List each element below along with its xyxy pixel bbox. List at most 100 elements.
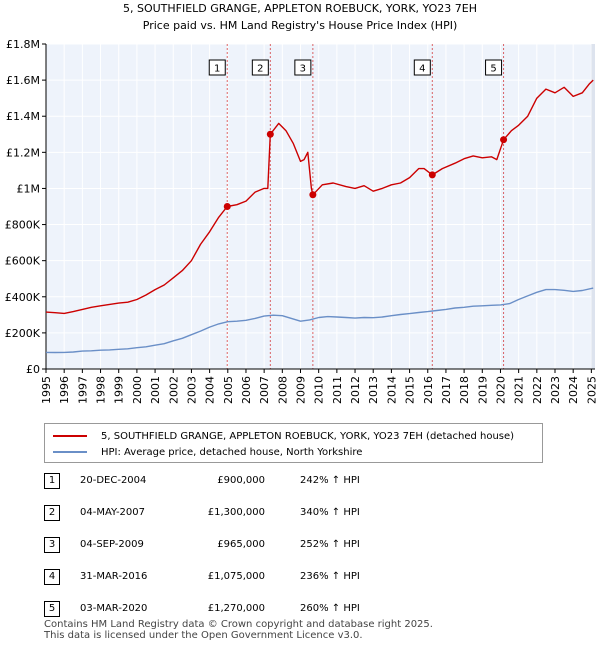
x-tick-label: 1996: [58, 376, 71, 404]
legend-label-hpi: HPI: Average price, detached house, Nort…: [101, 446, 363, 458]
x-tick-label: 1999: [113, 376, 126, 404]
legend: 5, SOUTHFIELD GRANGE, APPLETON ROEBUCK, …: [44, 423, 543, 463]
sale-point: [309, 191, 317, 199]
footer-copyright: Contains HM Land Registry data © Crown c…: [44, 619, 433, 630]
x-tick-label: 2013: [367, 376, 380, 404]
y-tick-label: £200K: [5, 327, 41, 340]
chart-subtitle: Price paid vs. HM Land Registry's House …: [143, 19, 458, 32]
x-tick-label: 2011: [331, 376, 344, 404]
axes: £0 £200K £400K £600K £800K £1M £1.2M £1.4M £1.6M…: [5, 38, 599, 404]
x-tick-label: 2001: [149, 376, 162, 404]
sale-hpi: 340% ↑ HPI: [300, 507, 360, 518]
legend-item-property: 5, SOUTHFIELD GRANGE, APPLETON ROEBUCK, …: [53, 429, 514, 443]
sale-hpi: 260% ↑ HPI: [300, 603, 360, 614]
sale-point: [266, 130, 274, 138]
sale-label-box: [485, 59, 503, 76]
x-tick-label: 2009: [295, 376, 308, 404]
sale-hpi: 252% ↑ HPI: [300, 539, 360, 550]
sale-date: 04-MAY-2007: [80, 507, 146, 518]
sale-label: 3: [300, 64, 306, 75]
x-tick-label: 2000: [131, 376, 144, 404]
x-tick-label: 2022: [531, 376, 544, 404]
y-tick-label: £0: [26, 363, 40, 376]
sale-number-badge: 5: [44, 601, 60, 617]
table-row: 1 20-DEC-2004 £900,000 242% ↑ HPI: [0, 473, 600, 493]
sale-number-badge: 2: [44, 505, 60, 521]
x-tick-label: 2021: [513, 376, 526, 404]
sale-label-box: [294, 59, 312, 76]
sale-date: 03-MAR-2020: [80, 603, 148, 614]
y-tick-label: £1.8M: [6, 38, 40, 51]
y-tick-label: £1.4M: [6, 110, 40, 123]
x-tick-label: 2004: [204, 376, 217, 404]
legend-swatch-property: [53, 435, 87, 437]
y-tick-label: £1.6M: [6, 74, 40, 87]
sale-label-box: [208, 59, 226, 76]
x-tick-label: 2005: [222, 376, 235, 404]
y-tick-label: £1.2M: [6, 146, 40, 159]
sale-price: £1,270,000: [207, 603, 265, 614]
table-row: 4 31-MAR-2016 £1,075,000 236% ↑ HPI: [0, 569, 600, 589]
x-tick-label: 1998: [95, 376, 108, 404]
table-row: 5 03-MAR-2020 £1,270,000 260% ↑ HPI: [0, 601, 600, 621]
footer-licence: This data is licensed under the Open Gov…: [44, 630, 363, 641]
x-tick-label: 2018: [458, 376, 471, 404]
x-tick-label: 2025: [585, 376, 598, 404]
x-tick-label: 2019: [476, 376, 489, 404]
sale-price: £965,000: [217, 539, 265, 550]
x-tick-label: 2008: [276, 376, 289, 404]
sale-label: 1: [214, 64, 220, 75]
x-tick-label: 1997: [76, 376, 89, 404]
sale-date: 04-SEP-2009: [80, 539, 144, 550]
x-tick-label: 2015: [404, 376, 417, 404]
y-tick-label: £400K: [5, 291, 41, 304]
x-tick-label: 2020: [494, 376, 507, 404]
y-tick-label: £1M: [17, 182, 41, 195]
x-tick-label: 2012: [349, 376, 362, 404]
sale-hpi: 242% ↑ HPI: [300, 475, 360, 486]
y-tick-label: £800K: [5, 219, 41, 232]
sale-point: [223, 203, 231, 210]
x-tick-label: 2003: [185, 376, 198, 404]
x-tick-label: 2023: [549, 376, 562, 404]
legend-item-hpi: HPI: Average price, detached house, Nort…: [53, 445, 362, 459]
x-tick-label: 2016: [422, 376, 435, 404]
sale-markers: 1 2 3 4 5: [208, 59, 508, 210]
sale-label-box: [251, 59, 269, 76]
table-row: 3 04-SEP-2009 £965,000 252% ↑ HPI: [0, 537, 600, 557]
sale-price: £1,300,000: [207, 507, 265, 518]
legend-label-property: 5, SOUTHFIELD GRANGE, APPLETON ROEBUCK, …: [101, 430, 515, 442]
x-tick-label: 1995: [40, 376, 53, 404]
x-tick-label: 2002: [167, 376, 180, 404]
sale-label: 5: [490, 64, 496, 75]
chart-title: 5, SOUTHFIELD GRANGE, APPLETON ROEBUCK, …: [123, 2, 477, 15]
y-tick-label: £600K: [5, 255, 41, 268]
sale-date: 31-MAR-2016: [80, 571, 148, 582]
footer: Contains HM Land Registry data © Crown c…: [44, 619, 433, 641]
price-chart: 5, SOUTHFIELD GRANGE, APPLETON ROEBUCK, …: [5, 2, 599, 404]
x-tick-label: 2014: [385, 376, 398, 404]
sale-label: 2: [257, 64, 263, 75]
sale-hpi: 236% ↑ HPI: [300, 571, 360, 582]
sale-point: [500, 136, 508, 144]
legend-swatch-hpi: [53, 451, 87, 453]
x-tick-label: 2017: [440, 376, 453, 404]
sale-label: 4: [419, 64, 425, 75]
x-tick-label: 2024: [567, 376, 580, 404]
sale-number-badge: 4: [44, 569, 60, 585]
sale-price: £1,075,000: [207, 571, 265, 582]
sale-number-badge: 1: [44, 473, 60, 489]
x-tick-label: 2010: [313, 376, 326, 404]
sale-label-box: [413, 59, 431, 76]
x-tick-label: 2006: [240, 376, 253, 404]
sale-point: [428, 171, 436, 179]
table-row: 2 04-MAY-2007 £1,300,000 340% ↑ HPI: [0, 505, 600, 525]
x-tick-label: 2007: [258, 376, 271, 404]
grid: [45, 43, 595, 370]
future-band: [591, 44, 595, 369]
plot-area: [46, 44, 595, 369]
sale-number-badge: 3: [44, 537, 60, 553]
hpi-line: [45, 287, 594, 354]
sale-price: £900,000: [217, 475, 265, 486]
sale-date: 20-DEC-2004: [80, 475, 147, 486]
